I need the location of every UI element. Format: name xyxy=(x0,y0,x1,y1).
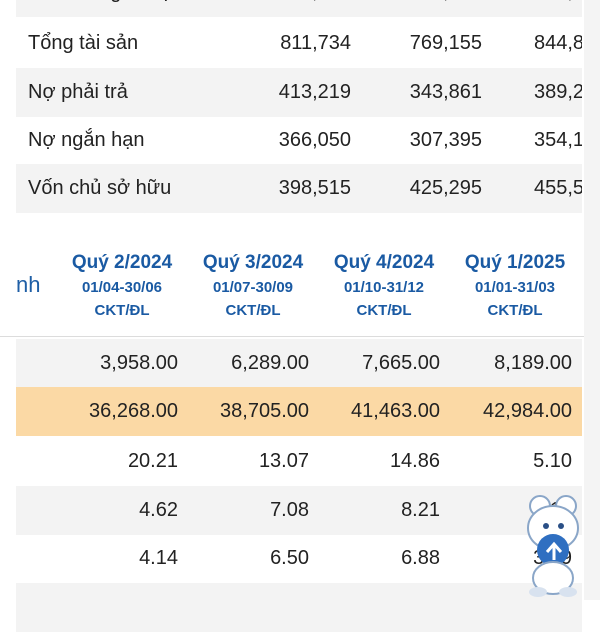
report-type: CKT/ĐL xyxy=(356,302,412,319)
cell-value: 380,0 xyxy=(534,0,582,17)
cell-value: 6.88 xyxy=(401,547,440,569)
cell-value: 3,958.00 xyxy=(100,352,178,374)
date-range: 01/10-31/12 xyxy=(343,279,425,296)
table-row: 4.14 6.50 6.88 3.49 xyxy=(16,534,582,583)
table-row: Tài sản ngắn hạn 356,000 264,000 380,0 xyxy=(16,0,582,17)
cell-value: 20.21 xyxy=(127,450,178,472)
cell-value: 4.14 xyxy=(139,547,178,569)
cell-value: 425,295 xyxy=(409,177,482,199)
quarter-label: Quý 4/2024 xyxy=(333,252,435,273)
row-label: Nợ ngắn hạn xyxy=(28,129,145,151)
mascot-icon[interactable] xyxy=(518,492,588,598)
quarter-label: Quý 1/2025 xyxy=(464,252,566,273)
cell-value: 7,665.00 xyxy=(362,352,440,374)
cell-value: 36,268.00 xyxy=(89,400,178,422)
table-row: 3,958.00 6,289.00 7,665.00 8,189.00 xyxy=(16,339,582,388)
quarter-label: Quý 3/2024 xyxy=(202,252,304,273)
column-header-q1-2025[interactable]: Quý 1/2025 01/01-31/03 CKT/ĐL xyxy=(450,249,580,323)
cell-value: 7.08 xyxy=(270,499,309,521)
cell-value: 4.62 xyxy=(139,499,178,521)
table-row: 20.21 13.07 14.86 5.10 xyxy=(16,437,582,486)
column-header-q2-2024[interactable]: Quý 2/2024 01/04-30/06 CKT/ĐL xyxy=(57,249,187,323)
report-type: CKT/ĐL xyxy=(94,302,150,319)
cell-value: 5.10 xyxy=(533,450,572,472)
cell-value: 811,734 xyxy=(280,32,351,54)
quarter-label: Quý 2/2024 xyxy=(71,252,173,273)
table-row: Vốn chủ sở hữu 398,515 425,295 455,5 xyxy=(16,164,582,213)
balance-sheet-table: Tài sản ngắn hạn 356,000 264,000 380,0 T… xyxy=(16,0,582,213)
cell-value: 8.21 xyxy=(401,499,440,521)
cell-value: 307,395 xyxy=(409,129,482,151)
row-label: Nợ phải trả xyxy=(28,81,128,103)
column-header-q3-2024[interactable]: Quý 3/2024 01/07-30/09 CKT/ĐL xyxy=(188,249,318,323)
cell-value: 264,000 xyxy=(410,0,482,17)
scrollbar[interactable] xyxy=(584,0,600,600)
cell-value: 354,1 xyxy=(534,129,582,151)
cell-value: 366,050 xyxy=(278,129,351,151)
table-row xyxy=(16,583,582,632)
report-type: CKT/ĐL xyxy=(487,302,543,319)
column-header-q4-2024[interactable]: Quý 4/2024 01/10-31/12 CKT/ĐL xyxy=(319,249,449,323)
row-label: Tổng tài sản xyxy=(28,32,139,54)
cell-value: 42,984.00 xyxy=(483,400,572,422)
cell-value: 6,289.00 xyxy=(231,352,309,374)
cell-value: 455,5 xyxy=(534,177,582,199)
table-row: Nợ phải trả 413,219 343,861 389,2 xyxy=(16,68,582,117)
table-row-highlighted: 36,268.00 38,705.00 41,463.00 42,984.00 xyxy=(16,387,582,436)
row-label: Tài sản ngắn hạn xyxy=(28,0,183,17)
cell-value: 8,189.00 xyxy=(494,352,572,374)
cell-value: 6.50 xyxy=(270,547,309,569)
report-type: CKT/ĐL xyxy=(225,302,281,319)
table-row: Tổng tài sản 811,734 769,155 844,8 xyxy=(16,19,582,68)
cell-value: 13.07 xyxy=(258,450,309,472)
row-label: Vốn chủ sở hữu xyxy=(28,177,172,199)
cell-value: 38,705.00 xyxy=(220,400,309,422)
date-range: 01/01-31/03 xyxy=(474,279,556,296)
cell-value: 398,515 xyxy=(278,177,351,199)
cell-value: 769,155 xyxy=(409,32,482,54)
table-row: Nợ ngắn hạn 366,050 307,395 354,1 xyxy=(16,116,582,165)
header-divider xyxy=(0,336,584,337)
cell-value: 413,219 xyxy=(278,81,351,103)
indicator-column-header: nh xyxy=(16,272,41,297)
cell-value: 14.86 xyxy=(389,450,440,472)
cell-value: 389,2 xyxy=(534,81,582,103)
table-row: 4.62 7.08 8.21 4.13 xyxy=(16,486,582,535)
date-range: 01/04-30/06 xyxy=(81,279,163,296)
date-range: 01/07-30/09 xyxy=(212,279,294,296)
cell-value: 844,8 xyxy=(534,32,582,54)
cell-value: 41,463.00 xyxy=(351,400,440,422)
cell-value: 343,861 xyxy=(409,81,482,103)
cell-value: 356,000 xyxy=(279,0,351,17)
